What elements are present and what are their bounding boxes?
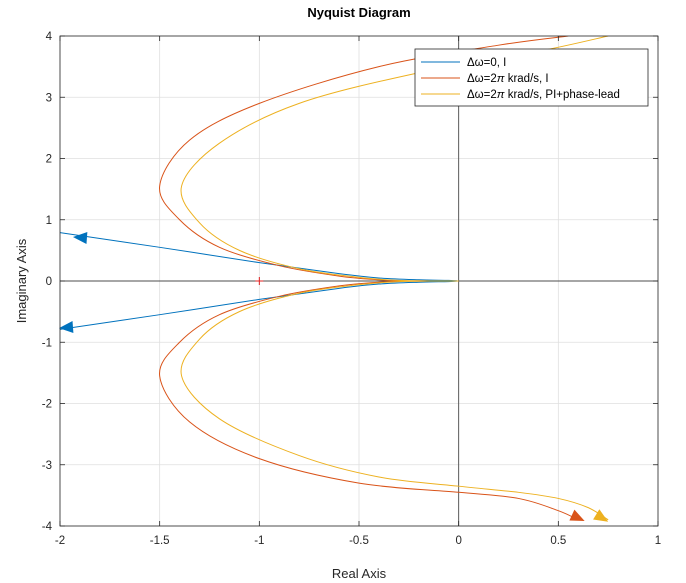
series-curves xyxy=(60,36,609,521)
direction-arrow-1 xyxy=(569,509,585,521)
series-line-2 xyxy=(180,36,609,521)
x-tick-label: -1 xyxy=(254,535,264,547)
x-tick-label: 1 xyxy=(655,535,661,547)
x-axis-label: Real Axis xyxy=(332,566,387,581)
axis-ticks xyxy=(59,35,659,527)
y-tick-label: 0 xyxy=(46,276,52,288)
direction-arrow-2 xyxy=(593,509,609,522)
y-axis-label: Imaginary Axis xyxy=(14,238,29,323)
x-tick-label: -0.5 xyxy=(349,535,369,547)
y-tick-label: -1 xyxy=(42,337,52,349)
legend-label-suffix: krad/s, I xyxy=(505,73,549,85)
direction-arrow-0 xyxy=(72,232,88,245)
y-tick-label: -3 xyxy=(42,460,52,472)
y-tick-label: 3 xyxy=(46,92,52,104)
y-tick-label: 4 xyxy=(46,31,53,43)
series-arrows xyxy=(58,232,609,522)
x-tick-label: 0 xyxy=(455,535,461,547)
legend-label-prefix: Δω=2 xyxy=(467,73,497,85)
y-tick-label: 1 xyxy=(46,215,52,227)
direction-arrow-0 xyxy=(58,321,74,334)
pi-symbol: π xyxy=(497,73,505,85)
legend: Δω=0, IΔω=2π krad/s, IΔω=2π krad/s, PI+p… xyxy=(414,48,649,107)
chart-title: Nyquist Diagram xyxy=(307,5,410,20)
y-tick-label: -4 xyxy=(42,521,53,533)
x-tick-label: -2 xyxy=(55,535,65,547)
x-tick-label: -1.5 xyxy=(150,535,170,547)
legend-label-prefix: Δω=2 xyxy=(467,89,497,101)
legend-label-0: Δω=0, I xyxy=(467,57,506,69)
legend-label-2: Δω=2π krad/s, PI+phase-lead xyxy=(467,89,620,101)
tick-labels: -2 -1.5 -1 -0.5 0 0.5 1 -4 -3 -2 -1 0 1 2 3 4 xyxy=(42,31,661,547)
y-tick-label: -2 xyxy=(42,399,52,411)
critical-point xyxy=(255,277,264,285)
x-tick-label: 0.5 xyxy=(550,535,566,547)
legend-label-suffix: krad/s, PI+phase-lead xyxy=(505,89,620,101)
legend-label-prefix: Δω=0, I xyxy=(467,57,506,69)
pi-symbol: π xyxy=(497,89,505,101)
y-tick-label: 2 xyxy=(46,154,52,166)
legend-label-1: Δω=2π krad/s, I xyxy=(467,73,549,85)
